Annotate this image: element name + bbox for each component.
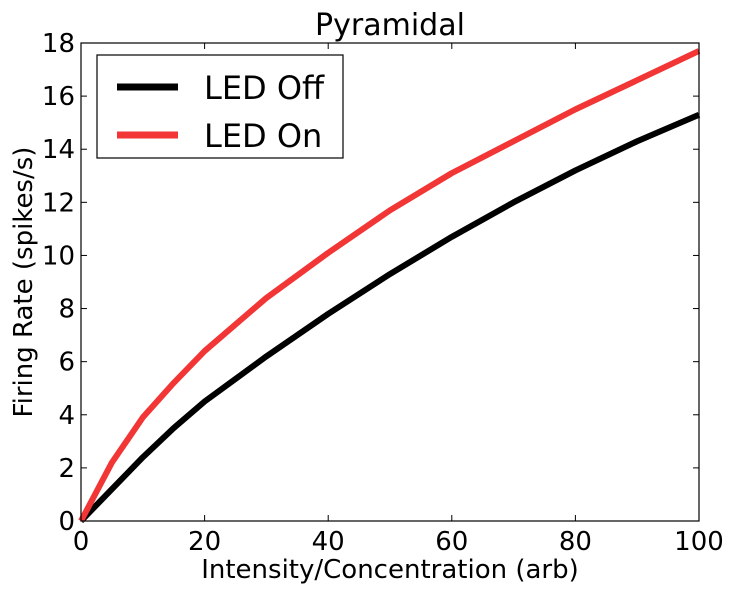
chart-title: Pyramidal <box>315 8 465 43</box>
legend-box <box>96 54 344 159</box>
legend-label: LED On <box>204 117 322 155</box>
x-tick-label: 20 <box>188 527 221 557</box>
y-tick-label: 16 <box>42 82 75 112</box>
x-tick-label: 80 <box>559 527 592 557</box>
y-tick-label: 14 <box>42 135 75 165</box>
x-tick-label: 40 <box>312 527 345 557</box>
y-axis-label: Firing Rate (spikes/s) <box>9 147 39 418</box>
y-tick-label: 18 <box>42 29 75 59</box>
y-tick-label: 6 <box>58 348 75 378</box>
y-tick-label: 8 <box>58 295 75 325</box>
plot-frame <box>80 42 700 522</box>
x-tick-label: 60 <box>435 527 468 557</box>
series-lines <box>78 48 701 524</box>
y-tick-label: 12 <box>42 188 75 218</box>
y-tick-label: 4 <box>58 401 75 431</box>
x-tick-label: 0 <box>73 527 90 557</box>
y-tick-label: 2 <box>58 454 75 484</box>
x-axis-label: Intensity/Concentration (arb) <box>201 555 579 585</box>
y-tick-label: 0 <box>58 507 75 537</box>
legend-label: LED Off <box>204 69 325 107</box>
series-line-2 <box>78 48 701 523</box>
axis-ticks: 0 20 40 60 80 100 0 2 4 6 8 10 12 14 16 18 <box>42 29 724 557</box>
y-tick-label: 10 <box>42 241 75 271</box>
series-line-1 <box>78 111 701 524</box>
legend: LED Off LED On <box>96 54 344 159</box>
x-tick-label: 100 <box>674 527 724 557</box>
